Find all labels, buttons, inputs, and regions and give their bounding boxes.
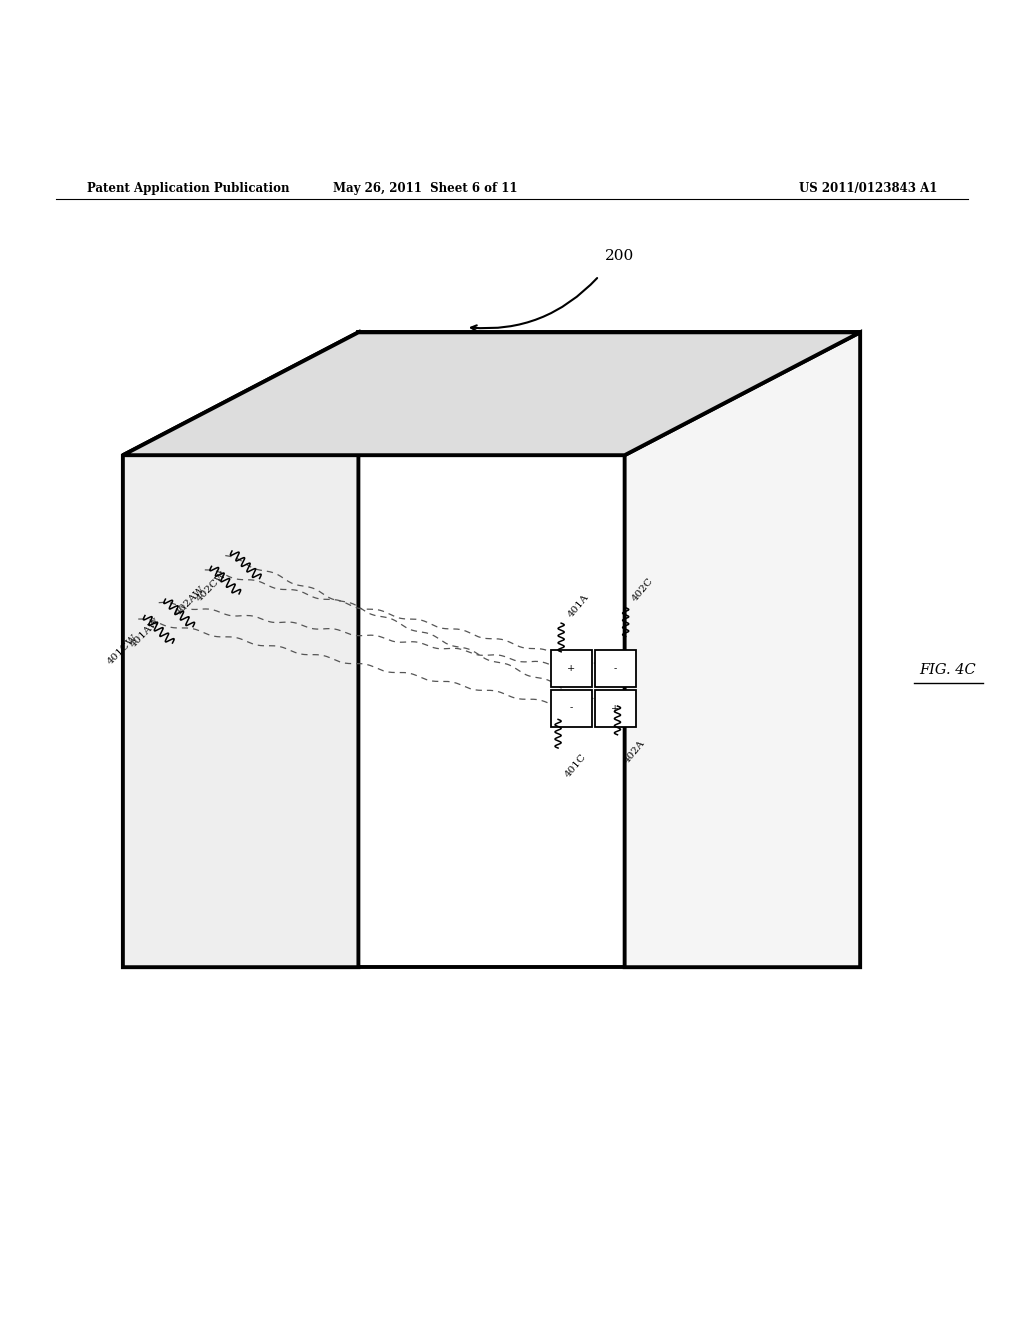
Text: 402C: 402C bbox=[631, 577, 655, 603]
Text: Patent Application Publication: Patent Application Publication bbox=[87, 182, 290, 195]
Text: -: - bbox=[569, 704, 573, 713]
Bar bbox=[551, 649, 592, 686]
Text: +: + bbox=[611, 704, 620, 713]
Text: FIG. 4C: FIG. 4C bbox=[919, 663, 976, 677]
Text: 401AW: 401AW bbox=[129, 616, 162, 649]
Text: 401A: 401A bbox=[566, 593, 591, 619]
Polygon shape bbox=[123, 333, 860, 455]
Bar bbox=[595, 649, 636, 686]
Text: 401C: 401C bbox=[563, 752, 588, 779]
Text: 401CW: 401CW bbox=[105, 634, 139, 667]
Text: 402A: 402A bbox=[623, 739, 647, 766]
Text: 402CW: 402CW bbox=[195, 569, 228, 603]
Polygon shape bbox=[625, 333, 860, 968]
Text: May 26, 2011  Sheet 6 of 11: May 26, 2011 Sheet 6 of 11 bbox=[333, 182, 517, 195]
Bar bbox=[551, 689, 592, 726]
Text: 200: 200 bbox=[605, 248, 634, 263]
Text: +: + bbox=[567, 664, 575, 673]
Polygon shape bbox=[358, 333, 860, 968]
Bar bbox=[595, 689, 636, 726]
Text: US 2011/0123843 A1: US 2011/0123843 A1 bbox=[799, 182, 937, 195]
Polygon shape bbox=[123, 333, 358, 968]
Text: 402AW: 402AW bbox=[174, 585, 207, 616]
Text: -: - bbox=[613, 664, 617, 673]
